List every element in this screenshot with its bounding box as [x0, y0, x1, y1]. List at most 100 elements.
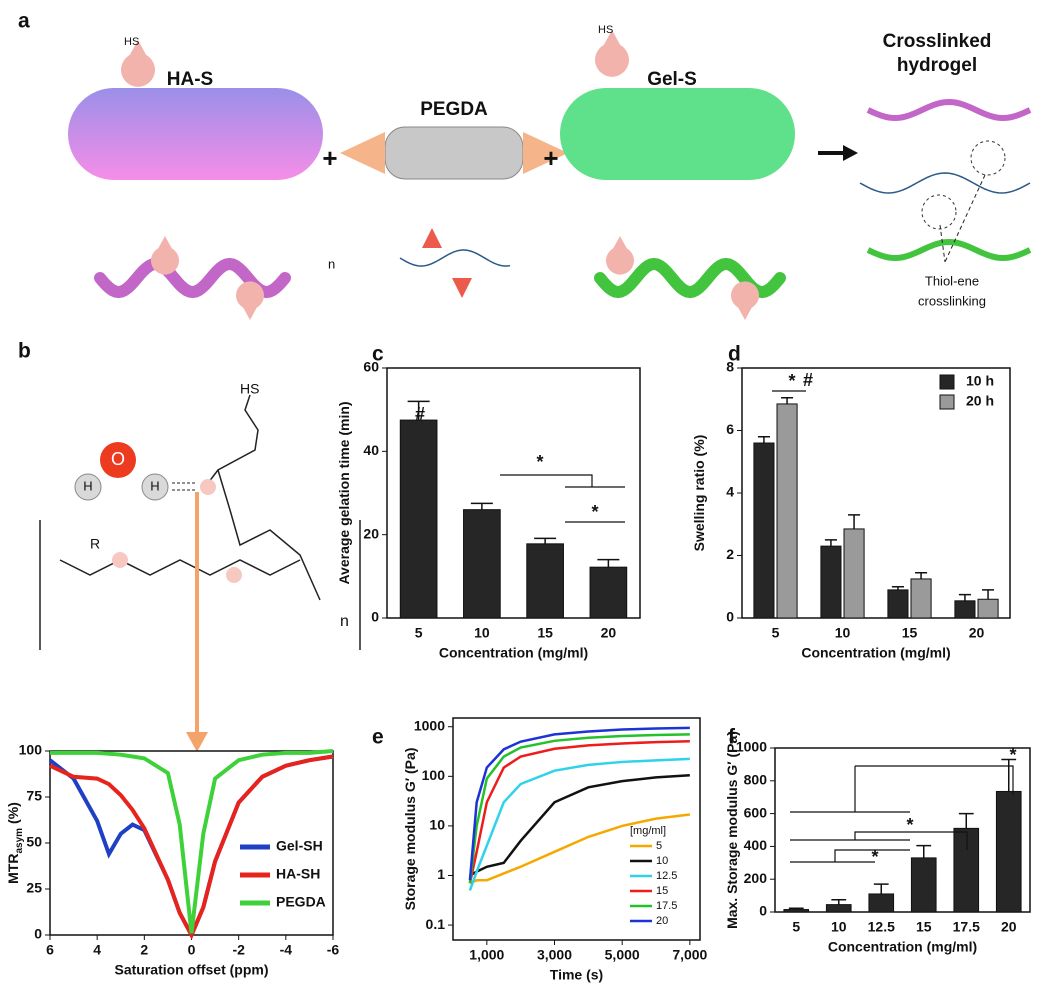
data-line	[468, 733, 690, 884]
legend-label: 20 h	[966, 393, 994, 409]
crosslink-arrow	[939, 174, 986, 263]
y-tick-label: 800	[744, 772, 768, 788]
significance: *	[1009, 745, 1016, 765]
y-tick-label: 4	[726, 484, 734, 500]
peg-chain	[859, 172, 1031, 194]
label: Gel-S	[647, 69, 697, 90]
bar	[589, 566, 628, 619]
panel-label: e	[372, 726, 384, 749]
y-axis-label-part: Average gelation time (min)	[336, 401, 352, 584]
x-tick-label: 15	[537, 625, 553, 641]
significance: #	[415, 404, 425, 424]
data-line	[468, 757, 690, 891]
bar	[776, 403, 798, 619]
x-tick-label: 20	[969, 625, 985, 641]
y-axis-label: Average gelation time (min)	[336, 401, 352, 584]
y-tick-label: 0.1	[426, 916, 446, 932]
error-bar	[982, 589, 995, 600]
data-line	[468, 726, 690, 881]
y-axis-label-part: asym	[14, 828, 25, 854]
chem: HS	[598, 24, 613, 36]
skeleton	[39, 394, 361, 650]
x-axis-label: Concentration (mg/ml)	[828, 939, 977, 955]
acrylate	[523, 132, 568, 174]
bar	[977, 598, 999, 619]
y-axis-label: Max. Storage modulus G′ (Pa)	[724, 731, 740, 929]
error-bar	[781, 396, 794, 404]
y-tick-label: 40	[363, 442, 379, 458]
legend-swatch	[939, 374, 955, 390]
chem: HS	[124, 36, 139, 48]
atom-label: O	[111, 449, 125, 469]
error-bar	[534, 537, 557, 544]
y-tick-label: 0	[759, 903, 767, 919]
x-tick-label: 17.5	[953, 919, 980, 935]
data-line	[468, 739, 690, 884]
peg-chain	[399, 249, 511, 267]
bar	[825, 904, 852, 913]
error-bar	[891, 586, 904, 590]
x-tick-label: 10	[831, 919, 847, 935]
panel-label: f	[728, 726, 736, 749]
legend-label: 10	[656, 855, 668, 867]
atom-label: H	[83, 478, 92, 493]
significance: *	[591, 502, 598, 522]
bar	[868, 893, 895, 913]
y-tick-label: 100	[19, 742, 43, 758]
plot-frame	[774, 747, 1031, 913]
x-tick-label: 5	[792, 919, 800, 935]
error-bar	[831, 898, 847, 905]
orange-arrow-head	[186, 732, 208, 752]
y-axis-label: Storage modulus G′ (Pa)	[402, 748, 418, 911]
acrylate	[452, 278, 472, 298]
y-tick-label: 10	[429, 817, 445, 833]
y-tick-label: 6	[726, 421, 734, 437]
chem: n	[328, 256, 335, 271]
bar	[399, 419, 438, 619]
y-tick-label: 0	[34, 926, 42, 942]
legend-label: Gel-SH	[276, 838, 323, 854]
bar	[820, 545, 842, 619]
bar	[887, 589, 909, 619]
plus: +	[322, 143, 337, 173]
x-tick-label: -4	[280, 942, 293, 958]
bar	[843, 528, 865, 619]
x-tick-label: 10	[835, 625, 851, 641]
x-tick-label: 1,000	[469, 947, 504, 963]
error-bar	[470, 502, 493, 510]
legend-label: 20	[656, 915, 668, 927]
x-tick-label: 7,000	[672, 947, 707, 963]
x-tick-label: -2	[232, 942, 245, 958]
y-axis-label-part: Storage modulus G′ (Pa)	[402, 748, 418, 911]
error-bar	[407, 400, 430, 421]
thiol-group	[595, 30, 629, 77]
x-tick-label: 4	[93, 942, 101, 958]
bar	[910, 857, 937, 913]
legend-label: PEGDA	[276, 894, 326, 910]
x-tick-label: 5	[415, 625, 423, 641]
panel-label: a	[18, 10, 30, 33]
bar	[910, 578, 932, 619]
bar	[463, 509, 501, 619]
x-tick-label: 0	[188, 942, 196, 958]
data-line	[469, 813, 691, 885]
y-axis-label: MTRasym (%)	[5, 802, 25, 884]
x-tick-label: 15	[916, 919, 932, 935]
y-tick-label: 600	[744, 804, 768, 820]
significance: *	[788, 371, 795, 391]
y-tick-label: 0	[371, 609, 379, 625]
significance: *	[871, 847, 878, 867]
error-bar	[757, 436, 770, 443]
arrow-head	[843, 145, 858, 161]
significance: #	[803, 370, 813, 390]
label: hydrogel	[897, 55, 977, 76]
x-axis-label: Time (s)	[550, 967, 603, 983]
thiol-group	[151, 236, 179, 275]
y-tick-label: 2	[726, 546, 734, 562]
y-tick-label: 200	[744, 870, 768, 886]
label: Thiol-ene	[925, 273, 979, 288]
bar	[953, 827, 980, 913]
data-line	[50, 749, 334, 934]
x-tick-label: 3,000	[537, 947, 572, 963]
